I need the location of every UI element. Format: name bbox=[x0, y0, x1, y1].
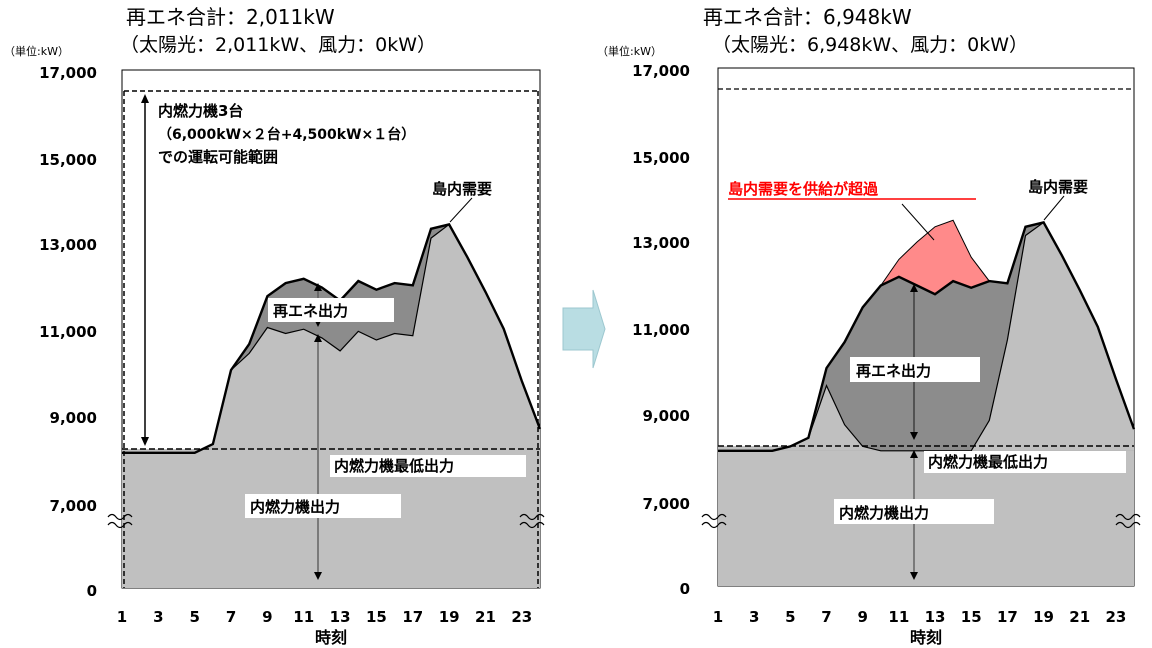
x-tick-label: 11 bbox=[888, 608, 909, 626]
right-demand-line bbox=[718, 221, 1136, 452]
left-chart: 再エネ合計：2,011kW （太陽光：2,011kW、風力：0kW） （単位:k… bbox=[4, 5, 545, 647]
left-demand-leader bbox=[449, 197, 473, 223]
x-tick-label: 3 bbox=[153, 608, 163, 626]
x-tick-label: 17 bbox=[997, 608, 1018, 626]
right-y-tick: 13,000 bbox=[632, 234, 690, 252]
right-surplus-leader bbox=[901, 203, 935, 241]
right-renewable-label: 再エネ出力 bbox=[856, 362, 931, 380]
right-x-axis-label: 時刻 bbox=[910, 628, 942, 647]
transition-arrow bbox=[562, 289, 606, 369]
left-x-axis-label: 時刻 bbox=[315, 628, 347, 647]
x-tick-label: 5 bbox=[189, 608, 199, 626]
left-demand-line bbox=[122, 223, 542, 454]
left-min-output-label-bg bbox=[330, 455, 526, 477]
right-arrow-icon bbox=[562, 289, 606, 369]
x-tick-label: 1 bbox=[117, 608, 127, 626]
right-y-tick: 15,000 bbox=[632, 149, 690, 167]
left-engine-arrow-up bbox=[314, 334, 322, 342]
left-y-tick: 7,000 bbox=[50, 497, 97, 515]
x-tick-label: 5 bbox=[785, 608, 795, 626]
left-range-label-2: （6,000kW×２台+4,500kW×１台） bbox=[158, 126, 415, 143]
left-renewable-label-bg bbox=[268, 298, 394, 322]
left-engine-label-bg bbox=[245, 494, 401, 518]
x-tick-label: 15 bbox=[366, 608, 387, 626]
right-y-tick: 11,000 bbox=[632, 321, 690, 339]
right-demand-label: 島内需要 bbox=[1028, 178, 1088, 196]
right-y-tick: 17,000 bbox=[632, 62, 690, 80]
right-engine-output-area bbox=[718, 222, 1134, 451]
right-axis-break-icon-right bbox=[1115, 513, 1141, 529]
right-demand-leader bbox=[1043, 195, 1065, 221]
right-engine-label-bg bbox=[834, 499, 994, 524]
x-tick-label: 15 bbox=[961, 608, 982, 626]
right-title: 再エネ合計：6,948kW bbox=[703, 5, 912, 29]
right-renewable-label-bg bbox=[850, 357, 980, 382]
right-y-tick: 9,000 bbox=[643, 407, 690, 425]
left-engine-label: 内燃力機出力 bbox=[250, 498, 340, 516]
right-unit-label: （単位:kW） bbox=[597, 44, 662, 58]
left-y-tick: 11,000 bbox=[39, 323, 97, 341]
left-range-label-1: 内燃力機3台 bbox=[158, 102, 243, 120]
left-engine-arrow-down bbox=[314, 572, 322, 580]
x-tick-label: 3 bbox=[749, 608, 759, 626]
x-tick-label: 9 bbox=[857, 608, 867, 626]
right-engine-arrow-down bbox=[910, 572, 918, 580]
right-surplus-label: 島内需要を供給が超過 bbox=[728, 180, 879, 198]
x-tick-label: 11 bbox=[293, 608, 314, 626]
right-engine-label: 内燃力機出力 bbox=[839, 504, 929, 522]
right-renewable-arrow-up bbox=[910, 284, 918, 292]
left-title: 再エネ合計：2,011kW bbox=[126, 5, 335, 29]
left-y-tick: 13,000 bbox=[39, 236, 97, 254]
right-axis-break-icon bbox=[701, 513, 727, 529]
left-y-tick: 0 bbox=[87, 582, 97, 600]
x-tick-label: 19 bbox=[439, 608, 460, 626]
left-x-ticks: 1 3 5 7 9 11 13 15 17 19 21 23 bbox=[117, 608, 532, 626]
left-engine-output-area bbox=[122, 224, 540, 453]
left-y-tick: 15,000 bbox=[39, 151, 97, 169]
left-renewable-label: 再エネ出力 bbox=[273, 302, 348, 320]
left-renewable-arrow-up bbox=[314, 283, 322, 291]
left-renewable-output-area bbox=[122, 224, 540, 453]
right-x-ticks: 1 3 5 7 9 11 13 15 17 19 21 23 bbox=[713, 608, 1127, 626]
left-demand-label: 島内需要 bbox=[432, 180, 492, 198]
left-y-tick: 9,000 bbox=[50, 409, 97, 427]
left-min-output-label: 内燃力機最低出力 bbox=[334, 457, 454, 475]
left-range-arrow-down bbox=[141, 437, 149, 446]
x-tick-label: 19 bbox=[1033, 608, 1054, 626]
right-engine-arrow-up bbox=[910, 450, 918, 458]
left-unit-label: （単位:kW） bbox=[4, 44, 69, 58]
left-axis-break-icon-right bbox=[519, 513, 545, 529]
left-axis-break-icon bbox=[107, 513, 133, 529]
left-y-tick: 17,000 bbox=[39, 64, 97, 82]
x-tick-label: 23 bbox=[511, 608, 532, 626]
right-renewable-arrow-down bbox=[910, 432, 918, 440]
x-tick-label: 7 bbox=[226, 608, 236, 626]
x-tick-label: 21 bbox=[1069, 608, 1090, 626]
x-tick-label: 13 bbox=[925, 608, 946, 626]
x-tick-label: 21 bbox=[475, 608, 496, 626]
right-subtitle: （太陽光：6,948kW、風力：0kW） bbox=[712, 34, 1028, 56]
right-min-output-label: 内燃力機最低出力 bbox=[928, 453, 1048, 471]
left-range-label-3: での運転可能範囲 bbox=[158, 148, 278, 166]
left-subtitle: （太陽光：2,011kW、風力：0kW） bbox=[120, 34, 436, 56]
x-tick-label: 17 bbox=[402, 608, 423, 626]
x-tick-label: 23 bbox=[1105, 608, 1126, 626]
x-tick-label: 9 bbox=[262, 608, 272, 626]
left-range-arrow-up bbox=[141, 94, 149, 103]
right-y-tick: 0 bbox=[680, 580, 690, 598]
right-y-tick: 7,000 bbox=[643, 495, 690, 513]
x-tick-label: 13 bbox=[330, 608, 351, 626]
right-min-output-label-bg bbox=[924, 451, 1126, 473]
x-tick-label: 7 bbox=[821, 608, 831, 626]
x-tick-label: 1 bbox=[713, 608, 723, 626]
right-chart: 再エネ合計：6,948kW （太陽光：6,948kW、風力：0kW） （単位:k… bbox=[597, 5, 1141, 647]
